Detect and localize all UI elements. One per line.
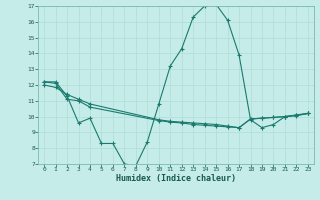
X-axis label: Humidex (Indice chaleur): Humidex (Indice chaleur) — [116, 174, 236, 183]
